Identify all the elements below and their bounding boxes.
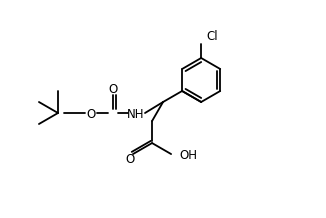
Text: NH: NH — [127, 107, 145, 121]
Text: OH: OH — [179, 148, 197, 162]
Text: O: O — [108, 82, 118, 95]
Text: O: O — [86, 107, 96, 121]
Text: Cl: Cl — [206, 31, 218, 44]
Text: O: O — [126, 153, 135, 165]
